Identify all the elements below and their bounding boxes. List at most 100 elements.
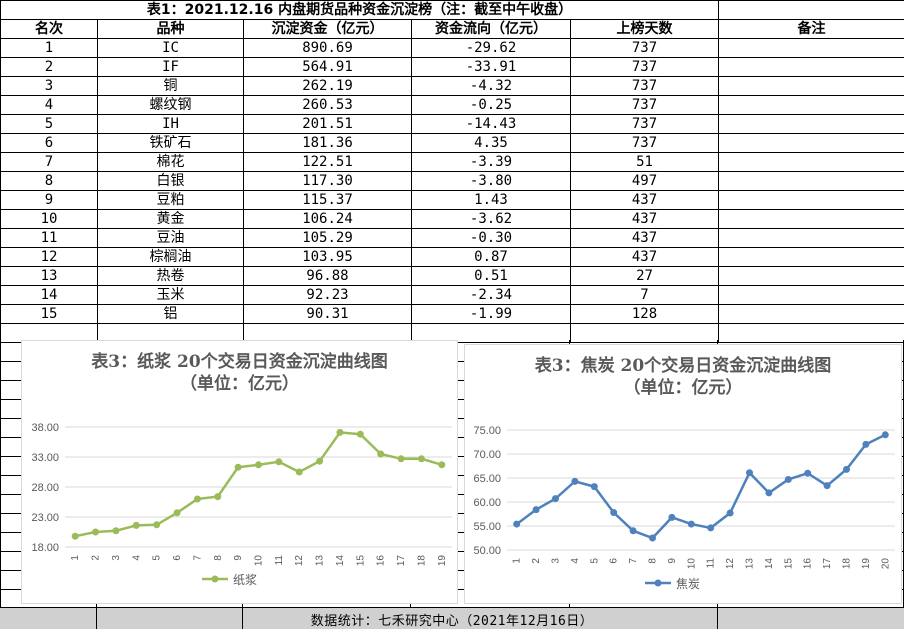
cell-remark [719,210,904,229]
data-point [882,431,889,438]
series-line [75,432,442,536]
legend-label: 焦炭 [676,577,700,591]
cell-rank: 11 [1,229,98,248]
data-point [862,441,869,448]
cell-variety: 热卷 [98,267,244,286]
cell-days: 737 [571,96,719,115]
x-tick-label: 6 [172,555,183,561]
data-point [133,522,140,529]
data-point [112,527,119,534]
x-tick-label: 10 [686,558,697,570]
header-flow: 资金流向（亿元） [412,20,571,39]
cell-remark [719,172,904,191]
cell-rank: 15 [1,305,98,324]
cell-variety: 铁矿石 [98,134,244,153]
x-tick-label: 17 [396,555,407,567]
x-tick-label: 8 [213,555,224,561]
cell-days: 27 [571,267,719,286]
cell-variety: 铜 [98,77,244,96]
data-point [843,466,850,473]
header-days: 上榜天数 [571,20,719,39]
cell-days: 437 [571,210,719,229]
header-rank: 名次 [1,20,98,39]
data-point [174,509,181,516]
header-remark: 备注 [719,20,904,39]
cell-capital: 117.30 [244,172,412,191]
y-tick-label: 28.00 [31,482,59,494]
data-point [296,469,303,476]
data-point [316,458,323,465]
legend-marker [655,580,662,587]
cell-capital: 105.29 [244,229,412,248]
data-point [746,469,753,476]
cell-capital: 96.88 [244,267,412,286]
x-tick-label: 11 [274,555,285,566]
footer-source: 数据统计：七禾研究中心（2021年12月16日） [0,610,904,629]
cell-variety: 玉米 [98,286,244,305]
x-tick-label: 13 [315,555,326,567]
cell-days: 737 [571,39,719,58]
x-tick-label: 4 [131,555,142,561]
cell-flow: -4.32 [412,77,571,96]
y-tick-label: 23.00 [31,512,59,524]
data-point [235,464,242,471]
x-tick-label: 6 [609,558,620,564]
cell-days: 437 [571,248,719,267]
cell-days: 737 [571,134,719,153]
cell-rank: 1 [1,39,98,58]
x-tick-label: 14 [335,555,346,567]
cell-remark [719,39,904,58]
x-tick-label: 5 [589,558,600,564]
cell-remark [719,153,904,172]
data-point [649,535,656,542]
cell-variety: IH [98,115,244,134]
cell-flow: -14.43 [412,115,571,134]
data-point [707,524,714,531]
cell-variety: 豆粕 [98,191,244,210]
x-tick-label: 19 [861,558,872,570]
data-point [275,458,282,465]
cell-days: 737 [571,58,719,77]
x-tick-label: 7 [192,555,203,561]
cell-capital: 260.53 [244,96,412,115]
data-point [255,461,262,468]
cell-variety: 豆油 [98,229,244,248]
cell-days: 51 [571,153,719,172]
cell-capital: 122.51 [244,153,412,172]
x-tick-label: 10 [254,555,265,567]
data-point [591,483,598,490]
data-point [438,461,445,468]
x-tick-label: 2 [91,555,102,561]
cell-remark [719,134,904,153]
x-tick-label: 1 [512,558,523,564]
cell-rank: 13 [1,267,98,286]
cell-flow: -3.39 [412,153,571,172]
footer-bar: 数据统计：七禾研究中心（2021年12月16日） [0,607,904,629]
x-tick-label: 4 [570,558,581,564]
cell-flow: -3.80 [412,172,571,191]
x-tick-label: 3 [111,555,122,561]
cell-days: 437 [571,191,719,210]
cell-capital: 181.36 [244,134,412,153]
data-point [630,527,637,534]
cell-flow: -33.91 [412,58,571,77]
x-tick-label: 15 [783,558,794,570]
cell-rank: 12 [1,248,98,267]
cell-remark [719,248,904,267]
cell-capital: 115.37 [244,191,412,210]
cell-capital: 564.91 [244,58,412,77]
x-tick-label: 9 [233,555,244,561]
cell-variety: 棉花 [98,153,244,172]
x-tick-label: 16 [376,555,387,567]
ranking-table: 表1：2021.12.16 内盘期货品种资金沉淀榜（注：截至中午收盘） 名次 品… [0,0,904,343]
cell-remark [719,286,904,305]
cell-remark [719,229,904,248]
